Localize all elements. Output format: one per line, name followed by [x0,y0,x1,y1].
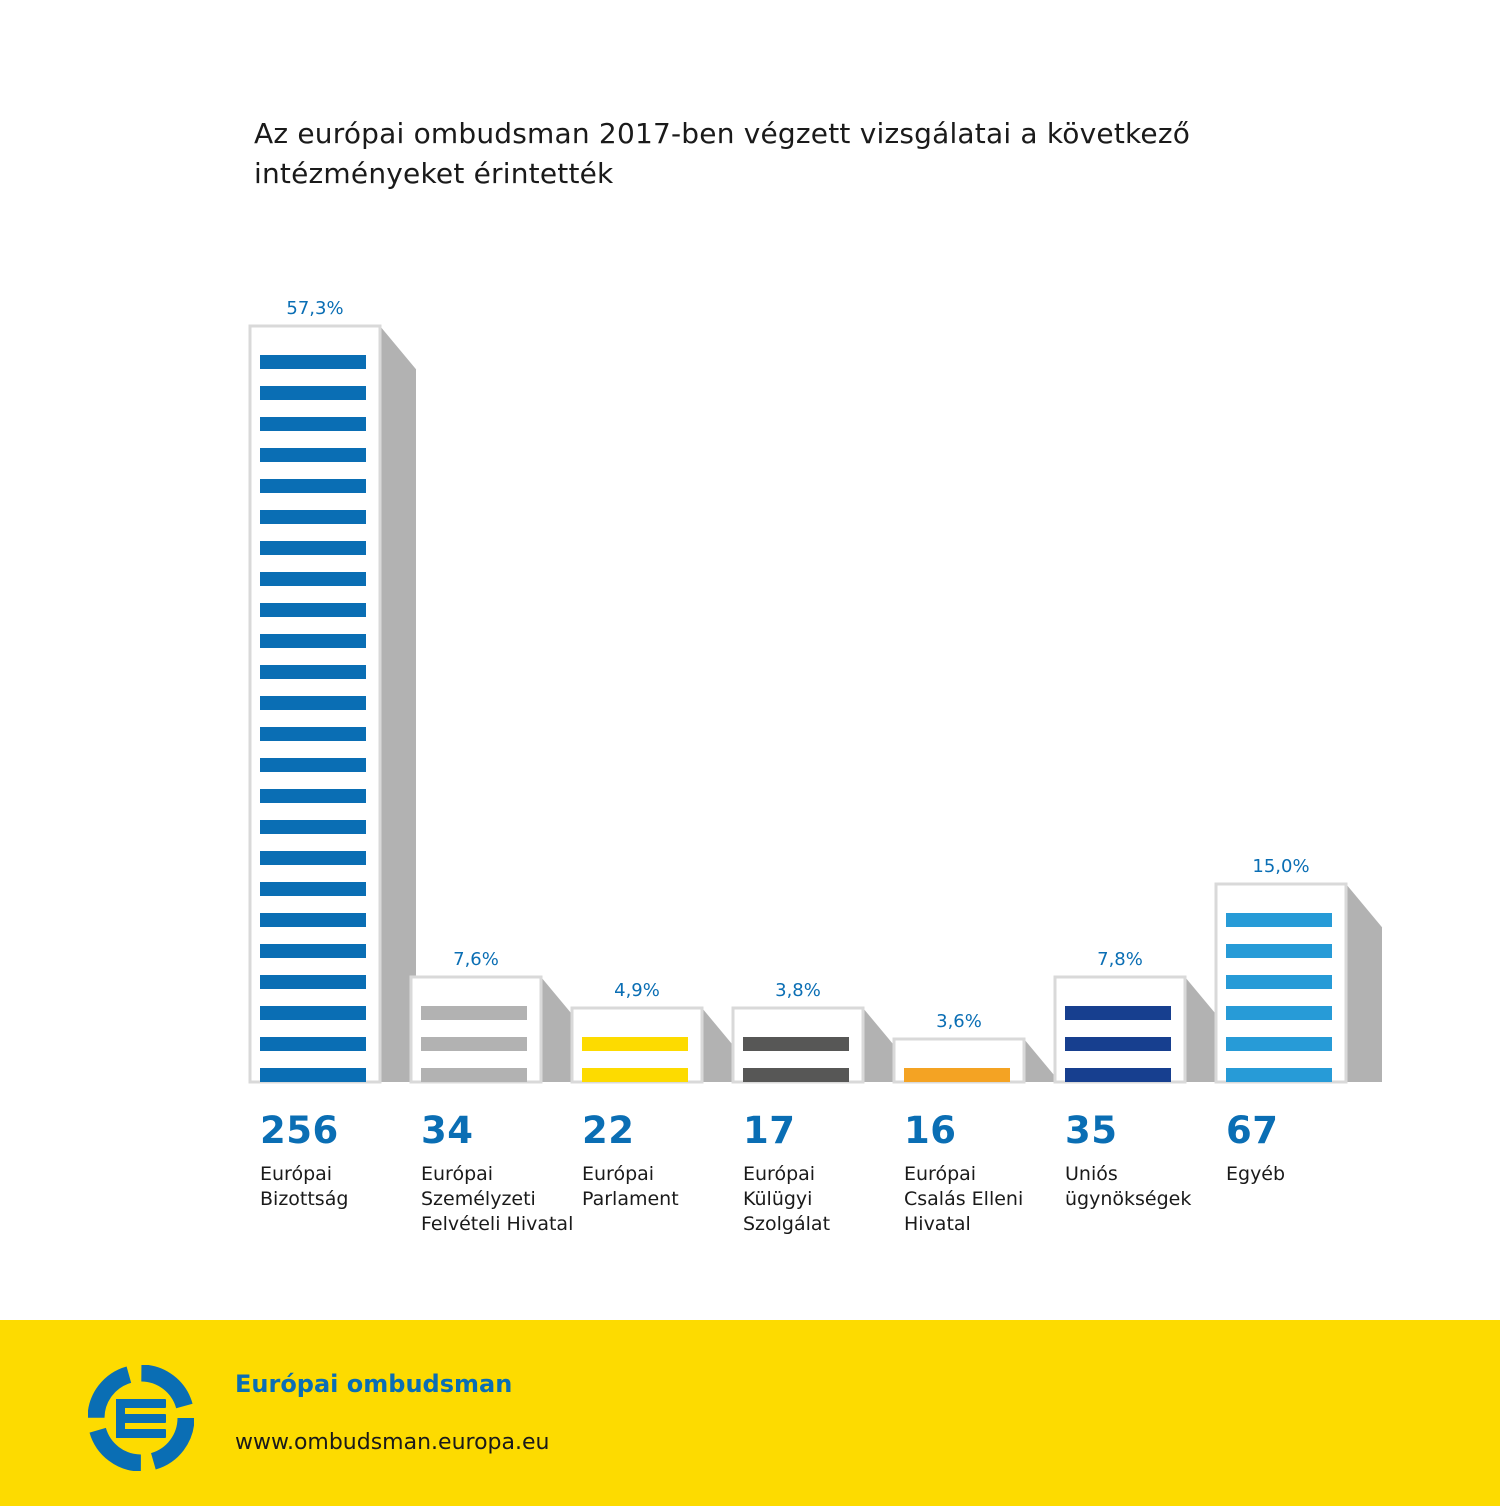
bar-stripe [1065,1006,1171,1020]
bar [1053,975,1187,1084]
category-label-group: 67 Egyéb [1226,1108,1386,1187]
website-link[interactable]: www.ombudsman.europa.eu [235,1430,550,1455]
category-label-group: 16 Európai Csalás Elleni Hivatal [904,1108,1064,1237]
bar-stripe [1226,975,1332,989]
percent-label: 57,3% [286,298,343,319]
x-tick-label: Európai Csalás Elleni Hivatal [904,1163,1024,1235]
chart-title: Az európai ombudsman 2017-ben végzett vi… [254,117,1191,190]
value-label: 256 [260,1109,339,1152]
bar-stripe [260,851,366,865]
bar-stripe [260,820,366,834]
bar-stripe [260,758,366,772]
bar-stripe [260,789,366,803]
category-label-group: 256 Európai Bizottság [260,1108,420,1212]
value-label: 35 [1065,1109,1118,1152]
bar-stripe [421,1006,527,1020]
bar-stripe [1226,1068,1332,1082]
bar [409,975,543,1084]
bar-stripe [260,882,366,896]
category-labels: 256 Európai Bizottság 34 Európai Személyzet… [260,1108,1386,1237]
category-label-group: 22 Európai Parlament [582,1108,742,1212]
bar-stripe [743,1037,849,1051]
bar-stripe [260,696,366,710]
x-tick-label: Európai Külügyi Szolgálat [743,1163,831,1235]
bar-stripe [260,417,366,431]
bar-stripe [260,479,366,493]
bar-shadow [863,1008,899,1082]
bar-stripe [1226,1006,1332,1020]
bar-stripe [260,634,366,648]
percent-label: 4,9% [614,980,660,1001]
bar-stripe [260,727,366,741]
bar-stripe [260,355,366,369]
percent-label: 15,0% [1252,856,1309,877]
value-label: 17 [743,1109,796,1152]
bar-chart: 57,3% 7,6% 4,9% 3,8% 3,6% 7,8% 15,0% [248,298,1382,1084]
bar-stripe [260,448,366,462]
bar-shadow [1185,977,1221,1082]
bar-shadow [541,977,577,1082]
category-label-group: 17 Európai Külügyi Szolgálat [743,1108,903,1237]
percent-label: 3,6% [936,1011,982,1032]
bar-stripe [260,665,366,679]
bar-stripe [1065,1037,1171,1051]
x-tick-label: Európai Bizottság [260,1163,349,1210]
value-label: 22 [582,1109,635,1152]
x-tick-label: Egyéb [1226,1163,1286,1185]
category-label-group: 35 Uniós ügynökségek [1065,1108,1225,1212]
bar-shadow [380,326,416,1082]
x-tick-label: Európai Személyzeti Felvételi Hivatal [421,1163,574,1235]
bar-stripe [260,975,366,989]
bar-shadow [702,1008,738,1082]
bar-stripe [260,913,366,927]
bar-stripe [260,1037,366,1051]
value-label: 34 [421,1109,474,1152]
percent-label: 3,8% [775,980,821,1001]
bar-stripe [1226,944,1332,958]
bar-stripe [260,1006,366,1020]
value-label: 16 [904,1109,957,1152]
bar-stripe [260,386,366,400]
x-tick-label: Uniós ügynökségek [1065,1163,1192,1210]
footer-bar: Európai ombudsman www.ombudsman.europa.e… [0,1320,1500,1506]
bar-stripe [904,1068,1010,1082]
bar-stripe [582,1068,688,1082]
bar-stripe [260,510,366,524]
bar-stripe [1065,1068,1171,1082]
percent-label: 7,8% [1097,949,1143,970]
bar-stripe [582,1037,688,1051]
bar-stripe [421,1068,527,1082]
bar-stripe [260,541,366,555]
bar-stripe [260,572,366,586]
bar-shadow [1024,1039,1060,1083]
category-label-group: 34 Európai Személyzeti Felvételi Hivatal [421,1108,581,1237]
bar-stripe [1226,1037,1332,1051]
bar-stripe [743,1068,849,1082]
percent-label: 7,6% [453,949,499,970]
bar-shadow [1346,884,1382,1082]
organization-name: Európai ombudsman [235,1370,513,1398]
european-ombudsman-logo-icon [88,1365,194,1471]
bar-stripe [421,1037,527,1051]
x-tick-label: Európai Parlament [582,1163,679,1210]
bar-stripe [260,603,366,617]
bar-stripe [1226,913,1332,927]
bar-stripe [260,944,366,958]
bar-stripe [260,1068,366,1082]
value-label: 67 [1226,1109,1279,1152]
